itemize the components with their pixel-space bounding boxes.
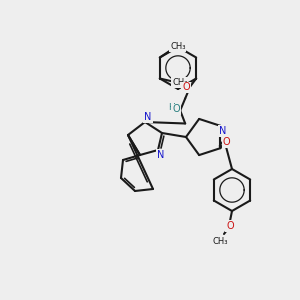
- Text: N: N: [219, 126, 226, 136]
- Text: CH₃: CH₃: [170, 42, 186, 51]
- Text: O: O: [172, 104, 180, 115]
- Text: CH₃: CH₃: [212, 236, 228, 245]
- Text: N: N: [157, 150, 165, 160]
- Text: O: O: [223, 137, 230, 147]
- Text: N: N: [144, 112, 152, 122]
- Text: O: O: [226, 221, 234, 231]
- Text: O: O: [182, 82, 190, 92]
- Text: CH₃: CH₃: [172, 78, 188, 87]
- Text: H: H: [168, 103, 175, 112]
